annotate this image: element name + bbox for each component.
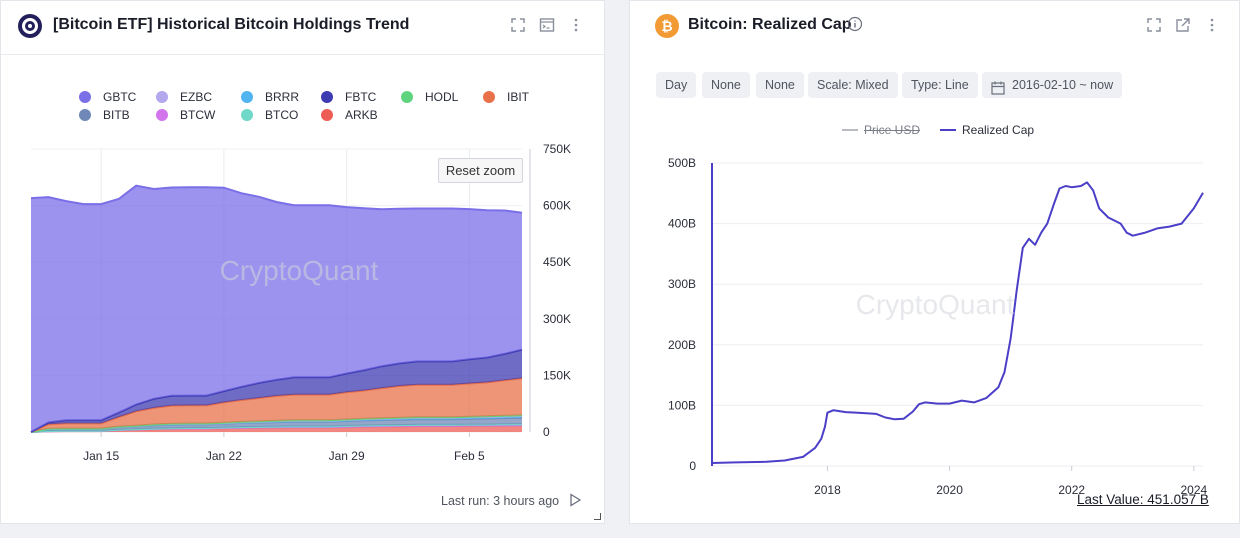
last-run-text: Last run: 3 hours ago <box>441 494 560 508</box>
info-icon[interactable] <box>846 16 864 34</box>
external-link-icon[interactable] <box>1174 17 1192 35</box>
legend-marker <box>241 109 253 121</box>
interval-chip[interactable]: Day <box>656 72 697 98</box>
x-tick-label: 2024 <box>1180 483 1207 497</box>
y-tick-label: 150K <box>543 368 571 382</box>
legend-item-price-usd[interactable]: Price USD <box>842 123 920 137</box>
x-tick-label: Jan 15 <box>83 449 119 463</box>
legend-label: FBTC <box>345 90 377 104</box>
window-chip[interactable]: None <box>756 72 804 98</box>
scale-chip[interactable]: Scale: Mixed <box>808 72 898 98</box>
last-value-link[interactable]: Last Value: 451.057 B <box>1077 492 1209 507</box>
legend-marker <box>401 91 413 103</box>
x-tick-label: Jan 22 <box>206 449 242 463</box>
area-bitb <box>31 417 522 432</box>
y-tick-label: 300K <box>543 312 571 326</box>
y-tick-label: 200B <box>668 338 696 352</box>
legend-item-gbtc[interactable]: GBTC <box>79 90 136 104</box>
y-tick-label: 100B <box>668 398 696 412</box>
y-tick-label: 300B <box>668 277 696 291</box>
y-tick-label: 750K <box>543 142 571 156</box>
panel-header: [Bitcoin ETF] Historical Bitcoin Holding… <box>1 1 604 55</box>
legend-marker <box>156 109 168 121</box>
legend-label: Price USD <box>864 123 921 137</box>
legend-marker <box>241 91 253 103</box>
legend-label: HODL <box>425 90 459 104</box>
legend-label: BITB <box>103 108 130 122</box>
etf-holdings-panel: [Bitcoin ETF] Historical Bitcoin Holding… <box>0 0 605 524</box>
legend-label: IBIT <box>507 90 530 104</box>
legend-label: Realized Cap <box>962 123 1035 137</box>
x-tick-label: Feb 5 <box>454 449 485 463</box>
legend-item-brrr[interactable]: BRRR <box>241 90 299 104</box>
resize-handle[interactable] <box>594 513 601 520</box>
more-vertical-icon[interactable] <box>567 17 585 35</box>
y-tick-label: 0 <box>543 425 550 439</box>
moving-average-chip[interactable]: None <box>702 72 750 98</box>
legend-item-bitb[interactable]: BITB <box>79 108 130 122</box>
legend-marker <box>321 91 333 103</box>
type-chip[interactable]: Type: Line <box>902 72 978 98</box>
legend-item-ibit[interactable]: IBIT <box>483 90 529 104</box>
watermark: CryptoQuant <box>856 289 1015 320</box>
realized-cap-line-chart: 0 100B 200B 300B 400B 500B 2018 2020 2022 2024 Cry… <box>668 156 1208 497</box>
area-gbtc <box>31 185 522 432</box>
legend-marker <box>156 91 168 103</box>
y-tick-label: 450K <box>543 255 571 269</box>
bitcoin-logo-icon: ₿ <box>655 14 679 38</box>
legend-label: ARKB <box>345 108 378 122</box>
date-range-label: 2016-02-10 ~ now <box>1012 78 1114 92</box>
y-tick-label: 600K <box>543 199 571 213</box>
legend-label: BTCO <box>265 108 299 122</box>
chart-title: [Bitcoin ETF] Historical Bitcoin Holding… <box>53 16 410 33</box>
cryptoquant-logo-icon <box>18 14 42 38</box>
legend-item-ezbc[interactable]: EZBC <box>156 90 212 104</box>
x-tick-label: 2020 <box>936 483 963 497</box>
legend-label: GBTC <box>103 90 137 104</box>
realized-cap-line <box>711 181 1204 464</box>
console-icon[interactable] <box>538 17 556 35</box>
calendar-icon <box>991 78 1005 104</box>
x-tick-label: 2018 <box>814 483 841 497</box>
realized-cap-panel: ₿ Bitcoin: Realized Cap Day None None Sc… <box>629 0 1240 524</box>
holdings-area-chart: Jan 15 Jan 22 Jan 29 Feb 5 0 150K 300K 450K 600K… <box>30 142 571 463</box>
legend-item-fbtc[interactable]: FBTC <box>321 90 376 104</box>
svg-text:₿: ₿ <box>661 18 672 34</box>
legend-marker <box>940 129 956 131</box>
x-tick-label: Jan 29 <box>329 449 365 463</box>
legend-item-realized-cap[interactable]: Realized Cap <box>940 123 1034 137</box>
legend-marker <box>321 109 333 121</box>
line-gbtc <box>30 184 523 214</box>
area-ibit <box>31 378 522 432</box>
legend-marker <box>842 129 858 131</box>
legend-item-btco[interactable]: BTCO <box>241 108 298 122</box>
y-tick-label: 0 <box>689 459 696 473</box>
legend-item-hodl[interactable]: HODL <box>401 90 458 104</box>
play-icon[interactable] <box>566 492 584 510</box>
legend-item-arkb[interactable]: ARKB <box>321 108 378 122</box>
legend-marker <box>79 109 91 121</box>
expand-icon[interactable] <box>509 17 527 35</box>
legend-label: BTCW <box>180 108 216 122</box>
date-range-chip[interactable]: 2016-02-10 ~ now <box>982 72 1123 98</box>
watermark: CryptoQuant <box>220 255 379 286</box>
area-fbtc <box>31 349 522 432</box>
y-tick-label: 400B <box>668 217 696 231</box>
chart-title: Bitcoin: Realized Cap <box>688 16 852 33</box>
legend-item-btcw[interactable]: BTCW <box>156 108 215 122</box>
expand-icon[interactable] <box>1145 17 1163 35</box>
legend-label: BRRR <box>265 90 300 104</box>
legend-marker <box>79 91 91 103</box>
y-tick-label: 500B <box>668 156 696 170</box>
x-tick-label: 2022 <box>1058 483 1085 497</box>
legend-marker <box>483 91 495 103</box>
reset-zoom-button[interactable]: Reset zoom <box>438 158 523 183</box>
legend-label: EZBC <box>180 90 213 104</box>
panel-header: ₿ Bitcoin: Realized Cap <box>630 1 1239 55</box>
more-vertical-icon[interactable] <box>1203 17 1221 35</box>
